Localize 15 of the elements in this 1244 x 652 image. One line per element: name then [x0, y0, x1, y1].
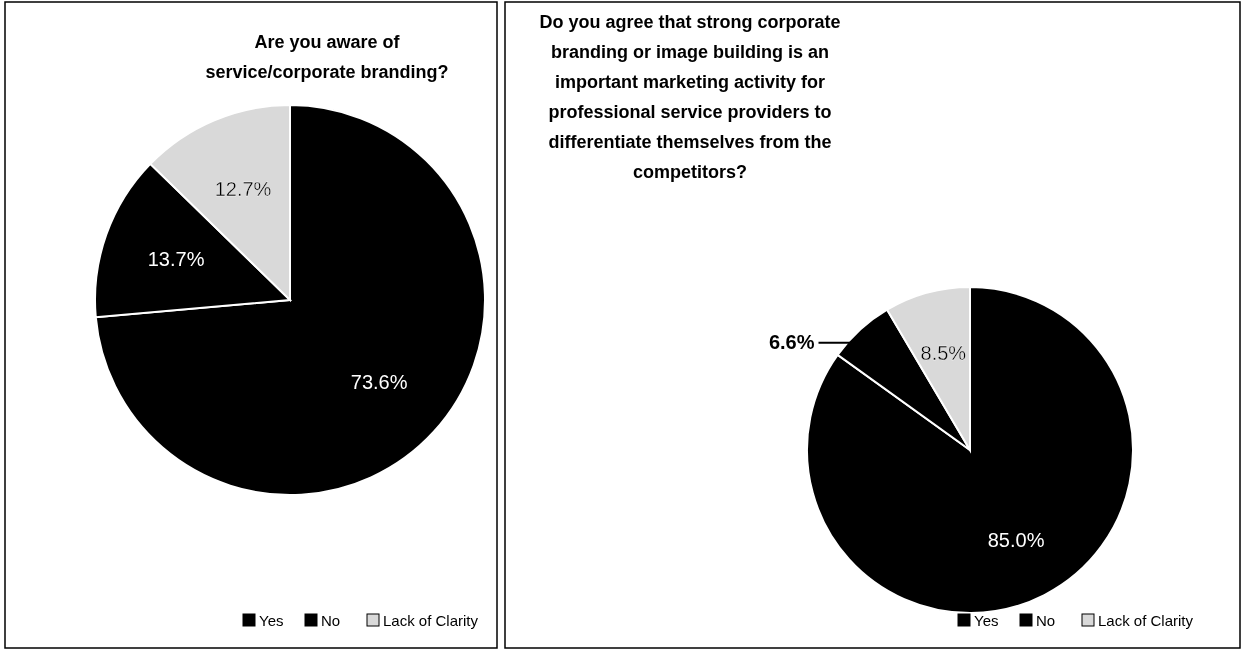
data-label: 13.7%	[147, 248, 205, 271]
data-label: 8.5%	[920, 341, 967, 364]
chart-title: Are you aware of service/corporate branding?	[205, 32, 449, 82]
data-label: 6.6%	[768, 330, 815, 353]
legend-label: Lack of Clarity	[1098, 612, 1194, 629]
legend-label: No	[321, 612, 341, 629]
legend-label: Lack of Clarity	[383, 612, 479, 629]
data-label: 73.6%	[350, 370, 408, 393]
chart-title: Do you agree that strong corporate branding or image building is an important marketing activity for professional service providers to differentiate themselves from the competitors?	[539, 12, 841, 182]
legend-label: No	[1036, 612, 1056, 629]
legend-label: Yes	[259, 612, 284, 629]
data-label: 12.7%	[214, 177, 272, 200]
legend-label: Yes	[974, 612, 999, 629]
pie-slice	[94, 104, 486, 496]
data-label: 85.0%	[987, 528, 1045, 551]
